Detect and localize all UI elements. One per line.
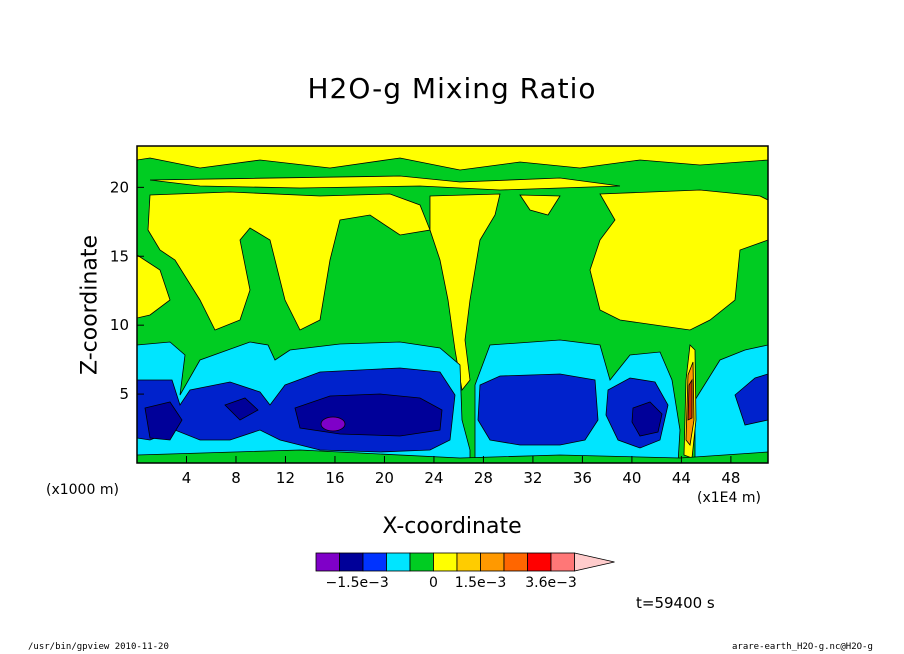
y-tick-label: 5	[119, 385, 129, 403]
colorbar-swatch	[386, 552, 411, 572]
field-blue-edge	[734, 373, 768, 426]
colorbar: −1.5e−3 0 1.5e−3 3.6e−3	[315, 552, 615, 591]
field-cyan-far-right	[694, 344, 768, 463]
x-unit-right: (x1E4 m)	[697, 490, 761, 506]
colorbar-swatch	[456, 552, 481, 572]
x-axis-label: X-coordinate	[382, 514, 522, 539]
x-axis-ticks: 4 8 12 16 20 24 28 32 36 40 44 48	[182, 456, 740, 487]
field-darkblue-right	[631, 401, 663, 437]
footer-right: arare-earth_H2O-g.nc@H2O-g	[732, 642, 873, 652]
field-yellow-center	[429, 193, 501, 391]
field-yellow-left	[147, 191, 431, 331]
field-yellow-top	[137, 146, 768, 171]
colorbar-swatch	[550, 552, 575, 572]
plot-frame	[136, 145, 769, 464]
colorbar-swatch	[480, 552, 505, 572]
x-tick-label: 20	[375, 469, 394, 487]
colorbar-arrow	[574, 552, 615, 572]
x-tick-label: 8	[231, 469, 241, 487]
colorbar-swatch	[527, 552, 552, 572]
x-tick-label: 32	[523, 469, 542, 487]
colorbar-label: −1.5e−3	[326, 575, 389, 591]
colorbar-swatch	[315, 552, 340, 572]
colorbar-swatch	[433, 552, 458, 572]
field-blue-right	[477, 373, 599, 446]
field-yellow-left-edge	[137, 254, 171, 319]
x-tick-label: 40	[622, 469, 641, 487]
field-yellow-right	[589, 189, 768, 331]
field-plume-red	[687, 378, 693, 421]
field-yellow-mid	[519, 194, 561, 216]
field-darkblue-small	[224, 397, 259, 421]
y-tick-label: 15	[110, 247, 129, 265]
chart-title: H2O-g Mixing Ratio	[307, 72, 597, 105]
contour-field	[137, 146, 768, 463]
x-tick-label: 12	[276, 469, 295, 487]
y-axis-label: Z-coordinate	[77, 235, 103, 375]
colorbar-swatch	[409, 552, 434, 572]
x-tick-label: 28	[474, 469, 493, 487]
colorbar-swatch	[362, 552, 387, 572]
field-purple-core	[320, 416, 346, 432]
x-tick-label: 44	[672, 469, 691, 487]
x-tick-label: 24	[424, 469, 443, 487]
colorbar-label: 3.6e−3	[525, 575, 577, 591]
field-surface	[137, 449, 768, 463]
x-tick-label: 48	[721, 469, 740, 487]
y-tick-label: 20	[110, 178, 129, 196]
y-axis-ticks: 5 10 15 20	[110, 178, 144, 403]
field-darkblue-left	[144, 401, 183, 441]
x-tick-label: 36	[573, 469, 592, 487]
colorbar-label: 1.5e−3	[455, 575, 507, 591]
footer-left: /usr/bin/gpview 2010-11-20	[28, 642, 169, 652]
x-tick-label: 16	[325, 469, 344, 487]
colorbar-swatch	[339, 552, 364, 572]
y-tick-label: 10	[110, 316, 129, 334]
field-darkblue-center	[294, 393, 443, 437]
x-unit-left: (x1000 m)	[46, 482, 119, 498]
colorbar-swatch	[503, 552, 528, 572]
field-yellow-band	[149, 175, 621, 191]
x-tick-label: 4	[182, 469, 192, 487]
time-label: t=59400 s	[636, 594, 715, 612]
colorbar-label: 0	[429, 575, 438, 591]
